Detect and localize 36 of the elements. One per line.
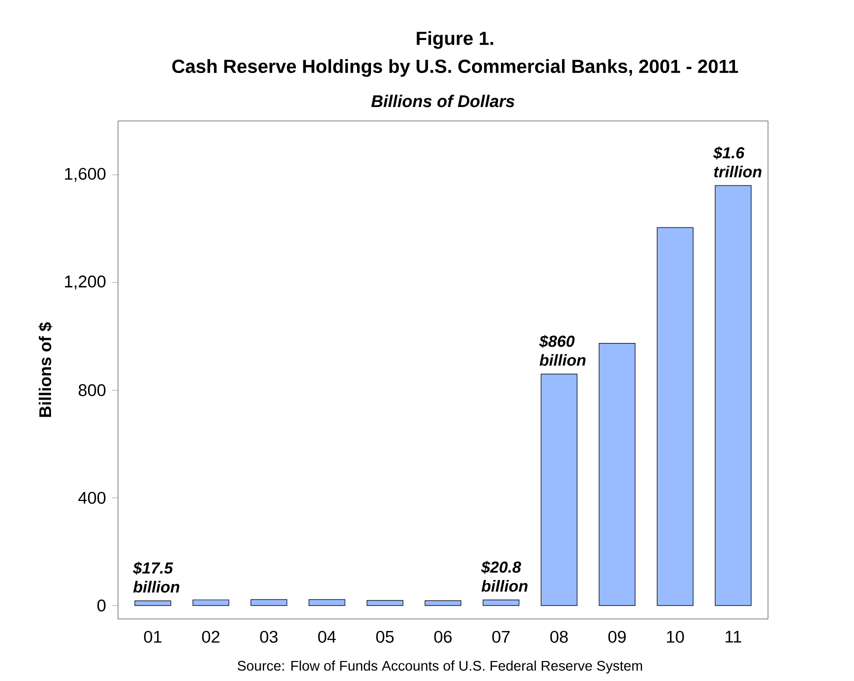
y-tick-label: 800 (78, 384, 106, 396)
y-tick-label: 1,200 (65, 276, 106, 290)
y-axis-title: Billions of $ (38, 322, 52, 417)
x-tick-label: 08 (550, 630, 568, 643)
bar (482, 600, 520, 606)
x-tick-label: 09 (608, 630, 626, 643)
chart-title: Figure 1. (416, 31, 494, 49)
x-tick-label: 10 (667, 630, 684, 643)
x-tick-label: 11 (726, 630, 742, 642)
bar (192, 600, 230, 606)
bar (424, 600, 462, 606)
bar (540, 374, 578, 606)
bar (714, 185, 752, 606)
y-tick-label: 1,600 (65, 168, 106, 182)
x-tick-label: 03 (260, 630, 278, 643)
y-tick-label: 400 (78, 492, 106, 504)
bar (598, 343, 636, 606)
annotation: $860 billion (539, 334, 586, 366)
y-tick-label: 0 (97, 600, 106, 612)
x-tick-label: 01 (144, 630, 162, 643)
x-tick-label: 02 (202, 630, 220, 643)
x-tick-label: 07 (492, 630, 510, 643)
annotation: $1.6 trillion (713, 146, 762, 178)
bar (134, 600, 172, 606)
chart-subtitle: Cash Reserve Holdings by U.S. Commercial Banks, 2001 - 2011 (172, 59, 738, 77)
x-tick-label: 05 (376, 630, 394, 643)
bar (656, 227, 694, 606)
annotation: $17.5 billion (132, 562, 180, 593)
annotation: $20.8 billion (481, 560, 528, 592)
text: Billions of Dollars (371, 94, 514, 108)
x-tick-label: 04 (318, 630, 336, 643)
source-note: Source: Flow of Funds Accounts of U.S. Federal Reserve System (238, 660, 642, 674)
bar (366, 600, 404, 606)
bar (308, 599, 346, 606)
bar (250, 599, 288, 606)
x-tick-label: 06 (434, 630, 452, 643)
